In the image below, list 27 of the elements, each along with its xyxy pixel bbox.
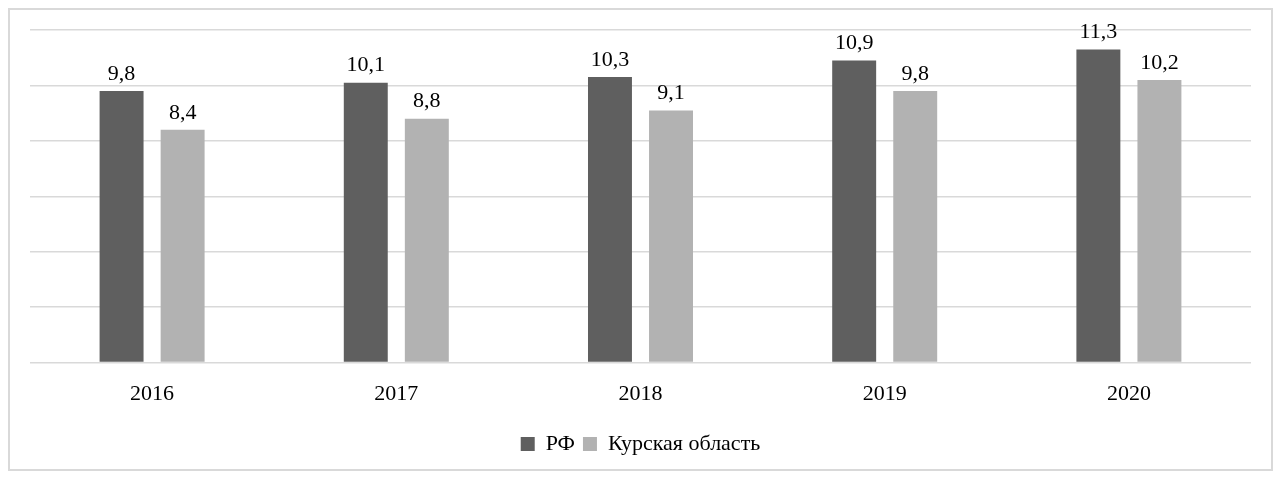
legend-label: Курская область [607, 429, 761, 455]
x-tick-label: 2020 [1106, 379, 1151, 405]
legend-label: РФ [545, 429, 575, 455]
bar [893, 90, 938, 362]
data-label: 9,8 [901, 59, 929, 85]
bar [1137, 79, 1182, 362]
bar [404, 118, 449, 362]
data-label: 10,9 [834, 29, 874, 55]
bar [99, 90, 144, 362]
bar [160, 129, 205, 362]
bar [649, 110, 693, 362]
data-label: 10,1 [346, 51, 386, 77]
data-label: 8,4 [168, 98, 197, 124]
bar [832, 60, 877, 362]
x-tick-label: 2019 [862, 379, 907, 405]
bar [1076, 49, 1121, 362]
bar [343, 82, 388, 362]
data-label: 9,8 [107, 59, 136, 85]
x-tick-label: 2018 [618, 379, 663, 405]
data-label: 8,8 [413, 87, 441, 113]
x-tick-label: 2017 [374, 379, 419, 405]
data-label: 11,3 [1079, 18, 1118, 44]
data-label: 10,3 [590, 45, 630, 71]
data-label: 10,2 [1140, 48, 1179, 74]
x-tick-label: 2016 [130, 379, 175, 405]
data-label: 9,1 [657, 79, 685, 105]
bar [588, 77, 632, 362]
